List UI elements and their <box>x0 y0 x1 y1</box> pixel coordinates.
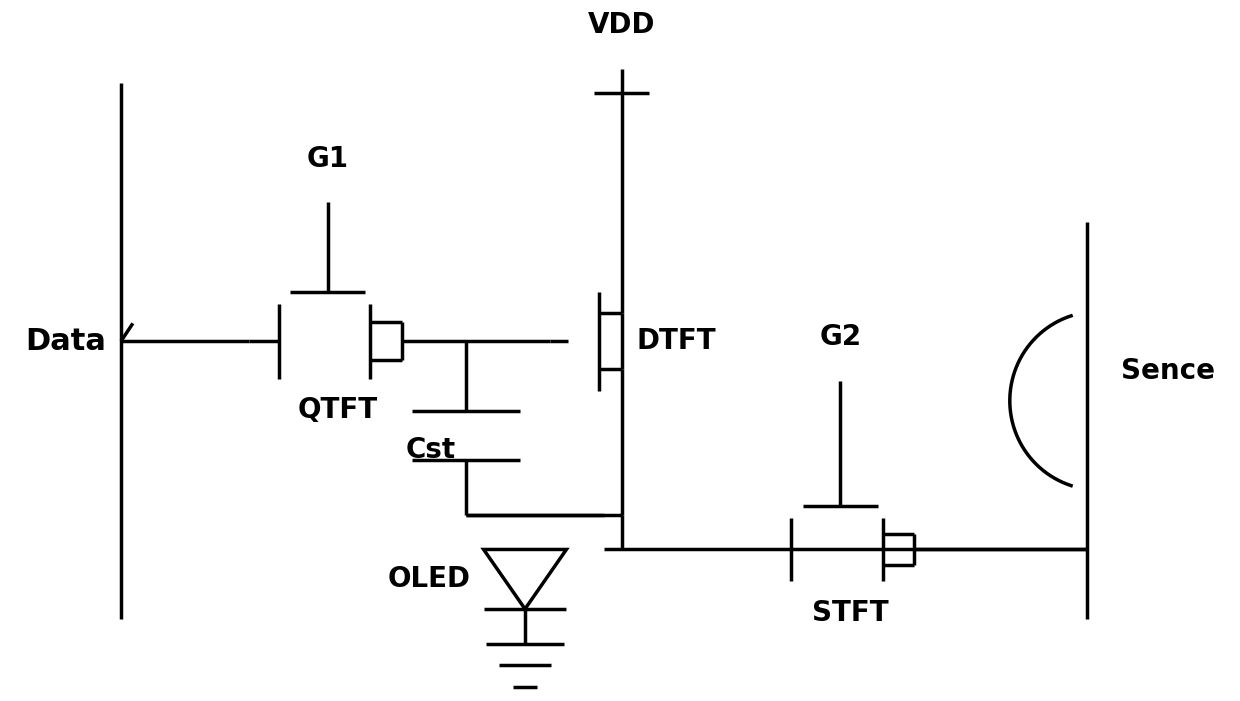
Text: DTFT: DTFT <box>636 327 715 355</box>
Text: VDD: VDD <box>588 11 655 39</box>
Text: Sence: Sence <box>1121 357 1215 385</box>
Text: G2: G2 <box>820 323 862 351</box>
Text: STFT: STFT <box>812 599 889 627</box>
Text: QTFT: QTFT <box>298 396 378 424</box>
Text: Data: Data <box>25 327 107 355</box>
Text: OLED: OLED <box>388 565 471 593</box>
Text: G1: G1 <box>308 144 348 172</box>
Text: Cst: Cst <box>405 436 456 464</box>
